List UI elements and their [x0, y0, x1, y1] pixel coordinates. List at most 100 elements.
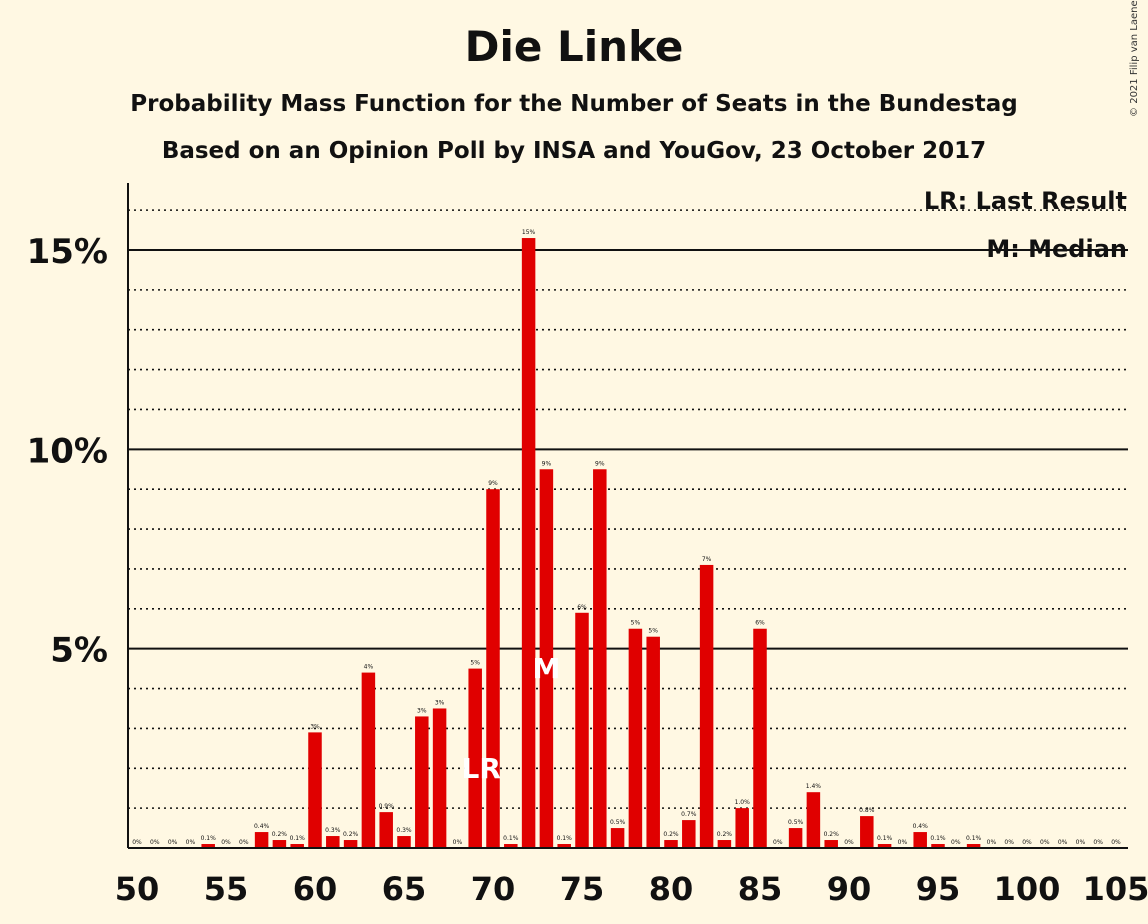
bar-label-seat-80: 0.2% [663, 831, 679, 838]
bar-seat-85 [753, 628, 767, 848]
bar-label-seat-67: 3% [435, 699, 445, 706]
bar-label-seat-102: 0% [1058, 839, 1068, 846]
bar-label-seat-77: 0.5% [610, 819, 626, 826]
bar-seat-97 [966, 844, 981, 848]
bar-seat-80 [664, 840, 678, 848]
bar-seat-64 [379, 812, 393, 848]
bar-label-seat-93: 0% [898, 839, 908, 846]
bar-label-seat-88: 1.4% [806, 783, 822, 790]
bar-seat-78 [628, 628, 643, 848]
bar-label-seat-72: 15% [522, 229, 536, 236]
x-tick-label: 70 [471, 870, 516, 908]
bar-label-seat-54: 0.1% [201, 835, 217, 842]
bar-label-seat-74: 0.1% [557, 835, 573, 842]
bar-label-seat-66: 3% [417, 707, 427, 714]
bar-label-seat-55: 0% [221, 839, 231, 846]
markers: LR M [461, 652, 560, 785]
bar-label-seat-98: 0% [987, 839, 997, 846]
bar-seat-54 [201, 844, 215, 848]
bar-label-seat-95: 0.1% [930, 835, 946, 842]
bar-label-seat-57: 0.4% [254, 823, 270, 830]
bars [201, 238, 981, 849]
bar-label-seat-83: 0.2% [717, 831, 733, 838]
bar-seat-95 [931, 844, 945, 848]
bar-seat-79 [646, 636, 660, 848]
bar-label-seat-56: 0% [239, 839, 249, 846]
bar-seat-72 [521, 238, 536, 849]
bar-seat-71 [504, 844, 518, 848]
y-tick-label: 5% [50, 631, 108, 671]
bar-seat-81 [682, 820, 696, 848]
bar-seat-91 [860, 816, 874, 848]
bar-label-seat-94: 0.4% [913, 823, 929, 830]
x-tick-label: 100 [994, 870, 1061, 908]
bar-seat-62 [343, 840, 358, 848]
bar-seat-59 [290, 844, 304, 848]
bar-label-seat-65: 0.3% [396, 827, 412, 834]
bar-seat-65 [397, 836, 411, 848]
bar-seat-61 [326, 836, 340, 848]
bar-label-seat-52: 0% [168, 839, 178, 846]
x-tick-label: 65 [382, 870, 427, 908]
bar-label-seat-104: 0% [1093, 839, 1103, 846]
bar-seat-58 [272, 840, 287, 848]
bar-label-seat-92: 0.1% [877, 835, 893, 842]
bar-label-seat-86: 0% [773, 839, 783, 846]
bar-seat-73 [539, 469, 554, 848]
bar-seat-77 [610, 828, 625, 848]
bar-seat-70 [486, 489, 500, 848]
bar-label-seat-81: 0.7% [681, 811, 697, 818]
bar-label-seat-105: 0% [1111, 839, 1121, 846]
bar-labels: 0% 0% 0% 0%0.1%0% 0%0.4%0.2%0.1%3%0.3%0.2%4%… [132, 229, 1121, 846]
bar-seat-88 [806, 792, 821, 848]
grid-lines [128, 209, 1128, 809]
bar-label-seat-59: 0.1% [290, 835, 306, 842]
legend: LR: Last Result M: Median [924, 187, 1127, 263]
bar-label-seat-79: 5% [648, 628, 658, 635]
bar-seat-63 [361, 672, 376, 848]
median-marker: M [532, 652, 560, 685]
last-result-marker: LR [461, 752, 500, 785]
bar-label-seat-71: 0.1% [503, 835, 519, 842]
bar-label-seat-69: 5% [470, 660, 480, 667]
bar-label-seat-75: 6% [577, 604, 587, 611]
bar-label-seat-64: 0.9% [379, 803, 395, 810]
bar-seat-75 [575, 612, 589, 848]
bar-label-seat-96: 0% [951, 839, 961, 846]
bar-label-seat-62: 0.2% [343, 831, 359, 838]
chart-subtitle: Probability Mass Function for the Number… [130, 91, 1018, 117]
bar-label-seat-76: 9% [595, 460, 605, 467]
bar-label-seat-85: 6% [755, 620, 765, 627]
bar-seat-89 [824, 840, 838, 848]
bar-label-seat-101: 0% [1040, 839, 1050, 846]
x-tick-label: 55 [204, 870, 249, 908]
bar-label-seat-99: 0% [1004, 839, 1014, 846]
bar-label-seat-78: 5% [631, 620, 641, 627]
bar-seat-76 [593, 469, 607, 848]
bar-label-seat-60: 3% [310, 723, 320, 730]
bar-label-seat-51: 0% [150, 839, 160, 846]
chart-source-subtitle: Based on an Opinion Poll by INSA and You… [161, 138, 987, 164]
x-tick-label: 90 [827, 870, 872, 908]
y-tick-label: 15% [27, 232, 108, 272]
bar-label-seat-84: 1.0% [735, 799, 751, 806]
bar-label-seat-58: 0.2% [272, 831, 288, 838]
bar-label-seat-100: 0% [1022, 839, 1032, 846]
bar-label-seat-73: 9% [542, 460, 552, 467]
bar-seat-83 [717, 840, 732, 848]
x-tick-label: 60 [293, 870, 338, 908]
x-tick-label: 85 [738, 870, 783, 908]
chart-title: Die Linke [464, 22, 684, 71]
axes: 5% 10% 15% 50 55 60 65 70 75 80 85 90 95 100 105 [27, 183, 1148, 908]
x-tick-label: 105 [1083, 870, 1148, 908]
bar-label-seat-50: 0% [132, 839, 142, 846]
bar-label-seat-82: 7% [702, 556, 712, 563]
bar-seat-87 [788, 828, 803, 848]
bar-label-seat-63: 4% [364, 664, 374, 671]
bar-label-seat-68: 0% [453, 839, 463, 846]
x-tick-label: 75 [560, 870, 605, 908]
bar-label-seat-89: 0.2% [824, 831, 840, 838]
bar-seat-74 [557, 844, 571, 848]
bar-label-seat-87: 0.5% [788, 819, 804, 826]
